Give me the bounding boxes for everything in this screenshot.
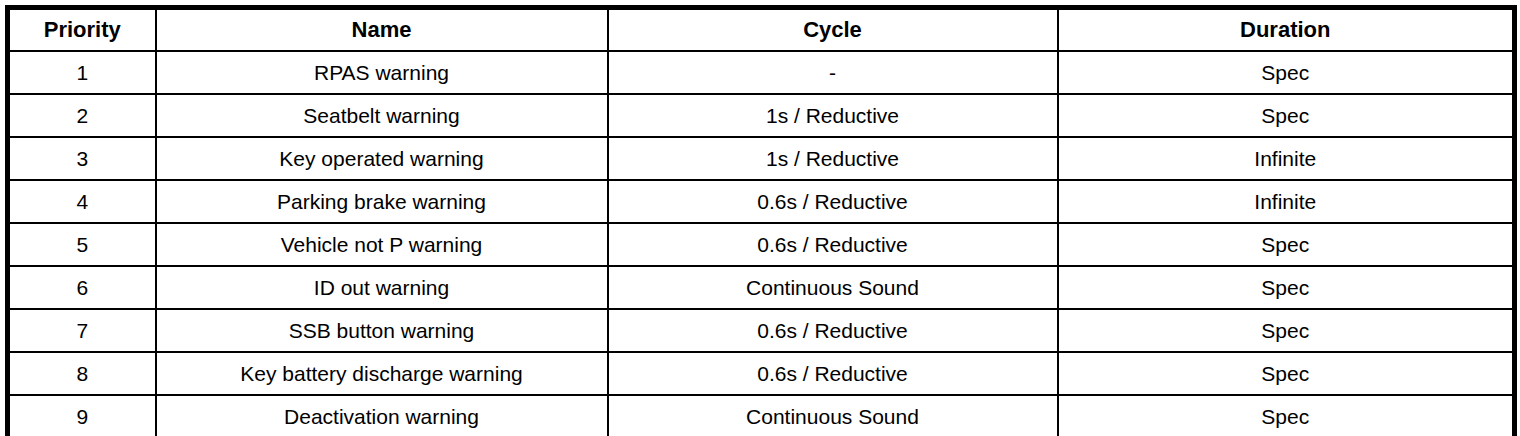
cell-name: Parking brake warning — [156, 180, 608, 223]
table-row: 9 Deactivation warning Continuous Sound … — [8, 395, 1515, 436]
cell-priority: 3 — [8, 137, 156, 180]
cell-cycle: 0.6s / Reductive — [608, 223, 1058, 266]
cell-priority: 5 — [8, 223, 156, 266]
cell-duration: Spec — [1058, 352, 1515, 395]
cell-name: ID out warning — [156, 266, 608, 309]
cell-duration: Infinite — [1058, 180, 1515, 223]
table-row: 3 Key operated warning 1s / Reductive In… — [8, 137, 1515, 180]
cell-duration: Spec — [1058, 94, 1515, 137]
cell-duration: Spec — [1058, 51, 1515, 94]
cell-cycle: 0.6s / Reductive — [608, 309, 1058, 352]
column-header-name: Name — [156, 8, 608, 52]
table-header: Priority Name Cycle Duration — [8, 8, 1515, 52]
table-row: 4 Parking brake warning 0.6s / Reductive… — [8, 180, 1515, 223]
cell-cycle: 0.6s / Reductive — [608, 180, 1058, 223]
cell-name: Deactivation warning — [156, 395, 608, 436]
cell-duration: Spec — [1058, 309, 1515, 352]
table-row: 6 ID out warning Continuous Sound Spec — [8, 266, 1515, 309]
table-body: 1 RPAS warning - Spec 2 Seatbelt warning… — [8, 51, 1515, 436]
cell-cycle: 1s / Reductive — [608, 94, 1058, 137]
warning-priority-table: Priority Name Cycle Duration 1 RPAS warn… — [5, 5, 1517, 436]
cell-duration: Spec — [1058, 266, 1515, 309]
cell-priority: 4 — [8, 180, 156, 223]
cell-cycle: 1s / Reductive — [608, 137, 1058, 180]
cell-name: Key battery discharge warning — [156, 352, 608, 395]
cell-priority: 8 — [8, 352, 156, 395]
cell-name: Key operated warning — [156, 137, 608, 180]
cell-cycle: - — [608, 51, 1058, 94]
column-header-cycle: Cycle — [608, 8, 1058, 52]
cell-cycle: Continuous Sound — [608, 395, 1058, 436]
document-page: Priority Name Cycle Duration 1 RPAS warn… — [0, 0, 1520, 436]
cell-name: Vehicle not P warning — [156, 223, 608, 266]
column-header-priority: Priority — [8, 8, 156, 52]
column-header-duration: Duration — [1058, 8, 1515, 52]
cell-cycle: 0.6s / Reductive — [608, 352, 1058, 395]
cell-name: Seatbelt warning — [156, 94, 608, 137]
cell-priority: 2 — [8, 94, 156, 137]
cell-duration: Infinite — [1058, 137, 1515, 180]
cell-name: RPAS warning — [156, 51, 608, 94]
header-row: Priority Name Cycle Duration — [8, 8, 1515, 52]
table-row: 8 Key battery discharge warning 0.6s / R… — [8, 352, 1515, 395]
cell-duration: Spec — [1058, 223, 1515, 266]
cell-cycle: Continuous Sound — [608, 266, 1058, 309]
table-row: 7 SSB button warning 0.6s / Reductive Sp… — [8, 309, 1515, 352]
table-row: 2 Seatbelt warning 1s / Reductive Spec — [8, 94, 1515, 137]
cell-priority: 7 — [8, 309, 156, 352]
cell-priority: 1 — [8, 51, 156, 94]
cell-duration: Spec — [1058, 395, 1515, 436]
cell-priority: 6 — [8, 266, 156, 309]
table-row: 1 RPAS warning - Spec — [8, 51, 1515, 94]
table-row: 5 Vehicle not P warning 0.6s / Reductive… — [8, 223, 1515, 266]
cell-name: SSB button warning — [156, 309, 608, 352]
cell-priority: 9 — [8, 395, 156, 436]
